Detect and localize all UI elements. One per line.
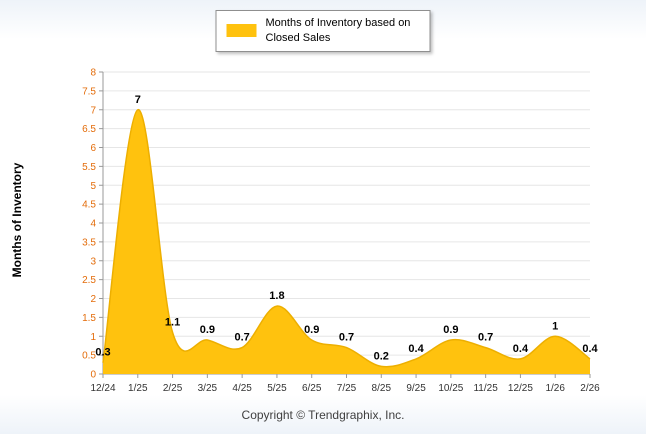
svg-text:0.2: 0.2 [374, 350, 389, 362]
svg-text:5.5: 5.5 [82, 162, 96, 173]
legend: Months of Inventory based on Closed Sale… [215, 10, 431, 52]
svg-text:10/25: 10/25 [438, 383, 463, 394]
svg-text:0.9: 0.9 [304, 324, 319, 336]
svg-text:0.4: 0.4 [513, 343, 529, 355]
svg-text:4.5: 4.5 [82, 200, 96, 211]
svg-text:12/25: 12/25 [508, 383, 533, 394]
svg-text:12/24: 12/24 [90, 383, 115, 394]
svg-text:3/25: 3/25 [198, 383, 218, 394]
svg-text:0.7: 0.7 [234, 332, 249, 344]
svg-text:0.5: 0.5 [82, 351, 96, 362]
svg-text:1: 1 [90, 332, 96, 343]
svg-text:9/25: 9/25 [406, 383, 426, 394]
copyright-text: Copyright © Trendgraphix, Inc. [241, 408, 405, 422]
svg-text:8: 8 [90, 68, 96, 79]
svg-text:1.1: 1.1 [165, 316, 180, 328]
svg-text:0.3: 0.3 [95, 347, 110, 359]
svg-text:3.5: 3.5 [82, 237, 96, 248]
svg-text:2/26: 2/26 [580, 383, 600, 394]
svg-text:0.9: 0.9 [443, 324, 458, 336]
svg-text:1/26: 1/26 [545, 383, 565, 394]
svg-text:2: 2 [90, 294, 96, 305]
svg-text:2.5: 2.5 [82, 275, 96, 286]
svg-text:11/25: 11/25 [473, 383, 498, 394]
svg-text:1.8: 1.8 [269, 290, 284, 302]
svg-text:8/25: 8/25 [372, 383, 392, 394]
svg-text:0.7: 0.7 [478, 332, 493, 344]
svg-text:1: 1 [552, 320, 558, 332]
legend-swatch-months-of-inventory [226, 24, 257, 38]
svg-text:7: 7 [90, 105, 96, 116]
svg-text:1.5: 1.5 [82, 313, 96, 324]
svg-text:6: 6 [90, 143, 96, 154]
svg-text:5: 5 [90, 181, 96, 192]
y-axis-title: Months of Inventory [10, 162, 24, 278]
svg-text:0: 0 [90, 370, 96, 381]
svg-text:0.4: 0.4 [408, 343, 424, 355]
svg-text:4/25: 4/25 [232, 383, 252, 394]
svg-text:0.9: 0.9 [200, 324, 215, 336]
svg-text:0.7: 0.7 [339, 332, 354, 344]
legend-label: Months of Inventory based on Closed Sale… [265, 17, 411, 44]
svg-text:5/25: 5/25 [267, 383, 287, 394]
svg-text:0.4: 0.4 [582, 343, 598, 355]
svg-text:7.5: 7.5 [82, 86, 96, 97]
svg-text:1/25: 1/25 [128, 383, 148, 394]
svg-text:3: 3 [90, 256, 96, 267]
svg-text:6/25: 6/25 [302, 383, 322, 394]
svg-text:7/25: 7/25 [337, 383, 357, 394]
svg-text:6.5: 6.5 [82, 124, 96, 135]
svg-text:4: 4 [90, 219, 96, 230]
svg-text:7: 7 [135, 94, 141, 106]
inventory-area-chart: 0 0.5 1 1.5 2 2.5 3 3.5 4 4.5 5 5.5 6 6.5 7 7.5 8 12/24 1/… [82, 68, 600, 395]
svg-text:2/25: 2/25 [163, 383, 183, 394]
